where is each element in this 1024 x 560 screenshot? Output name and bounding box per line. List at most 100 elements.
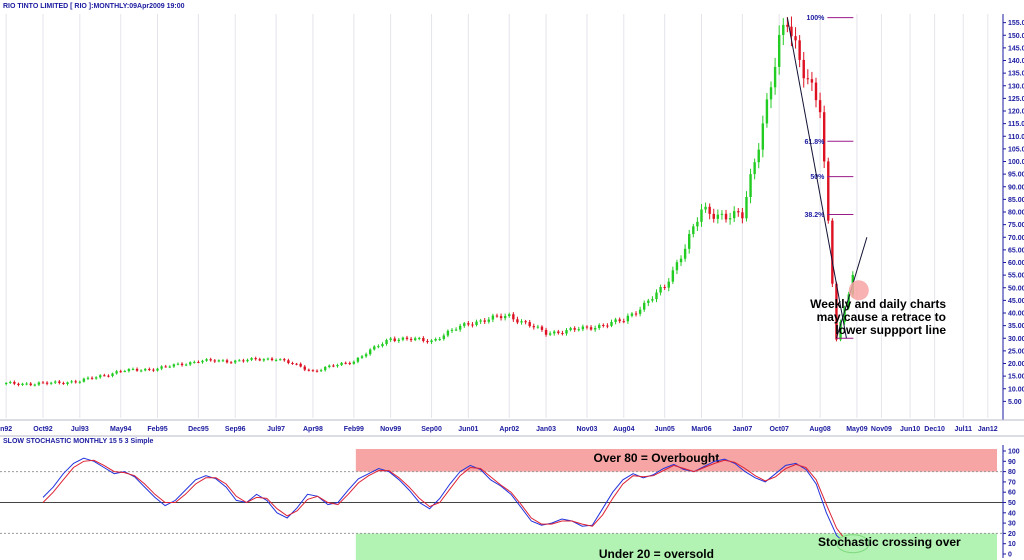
stochastic-d-line <box>42 459 858 545</box>
candle-body <box>328 365 331 368</box>
candle-body <box>283 359 286 361</box>
stochastic-tick-label: 70 <box>1008 479 1016 486</box>
candle-body <box>843 307 846 322</box>
candle-body <box>835 283 838 340</box>
candle-body <box>761 123 765 150</box>
candle-body <box>606 325 609 327</box>
candle-body <box>581 326 585 330</box>
price-tick-label: 155.00 <box>1008 20 1024 27</box>
candle-body <box>561 333 564 335</box>
candle-body <box>41 382 45 384</box>
candle-body <box>647 300 650 303</box>
candle-body <box>610 321 613 326</box>
candle-body <box>831 220 834 284</box>
x-tick-label: Dec10 <box>924 426 945 433</box>
candle-body <box>307 369 311 371</box>
candle-body <box>790 26 793 37</box>
candle-body <box>189 362 192 365</box>
candle-body <box>356 357 360 362</box>
candle-body <box>720 213 724 215</box>
candle-body <box>295 363 298 365</box>
candle-body <box>144 368 147 371</box>
candle-body <box>598 325 601 328</box>
price-tick-label: 45.00 <box>1008 298 1024 305</box>
candle-body <box>311 370 315 372</box>
price-panel: 100% 61.8% 50% 38.2% Weekly and daily charts… <box>4 15 946 387</box>
candle-body <box>238 360 241 362</box>
candle-body <box>119 371 122 373</box>
stochastic-tick-label: 20 <box>1008 531 1016 538</box>
candle-body <box>512 314 515 320</box>
x-tick-label: Mar06 <box>691 426 711 433</box>
x-tick-label: Aug08 <box>809 426 831 433</box>
candle-body <box>573 328 576 330</box>
candle-body <box>818 100 822 113</box>
price-tick-label: 80.00 <box>1008 210 1024 217</box>
candle-body <box>368 349 372 355</box>
price-tick-label: 115.00 <box>1008 121 1024 128</box>
candle-body <box>753 162 756 175</box>
price-tick-label: 65.00 <box>1008 247 1024 254</box>
retrace-highlight <box>848 280 869 301</box>
fib-level-label: 100% <box>806 15 825 22</box>
stochastic-tick-label: 90 <box>1008 459 1016 466</box>
candle-body <box>528 322 531 327</box>
overbought-label: Over 80 = Overbought <box>594 451 720 465</box>
candle-body <box>90 377 94 379</box>
candle-body <box>630 313 634 316</box>
price-annotation-line: lower suppport line <box>835 323 946 337</box>
price-tick-label: 10.00 <box>1008 386 1024 393</box>
stochastic-tick-label: 0 <box>1008 552 1012 559</box>
candle-body <box>9 381 12 383</box>
x-tick-label: Apr02 <box>499 426 519 433</box>
candle-body <box>103 375 106 377</box>
candle-body <box>565 330 568 334</box>
candle-body <box>458 325 462 330</box>
x-tick-label: Oct92 <box>33 426 53 433</box>
x-tick-label: May09 <box>846 426 868 433</box>
candle-body <box>352 361 356 364</box>
candle-body <box>246 359 249 362</box>
candle-body <box>520 321 523 323</box>
price-tick-label: 105.00 <box>1008 146 1024 153</box>
candle-body <box>381 344 384 347</box>
candle-body <box>127 368 131 372</box>
candle-body <box>426 340 429 343</box>
candle-body <box>577 329 580 331</box>
candle-body <box>618 319 621 322</box>
x-tick-label: Aug04 <box>613 426 635 433</box>
candle-body <box>405 337 409 339</box>
candle-body <box>475 321 478 326</box>
candle-body <box>442 335 446 339</box>
candle-body <box>258 359 261 361</box>
candle-body <box>438 338 441 340</box>
candle-body <box>471 324 474 326</box>
candle-body <box>74 381 77 383</box>
x-tick-label: Sep00 <box>421 426 442 433</box>
price-tick-label: 85.00 <box>1008 197 1024 204</box>
candle-body <box>385 339 388 345</box>
candle-body <box>741 212 744 219</box>
candle-body <box>569 328 572 331</box>
candle-body <box>168 366 171 368</box>
candle-body <box>643 302 646 310</box>
oversold-zone <box>355 533 998 560</box>
candle-body <box>25 383 28 385</box>
candle-body <box>270 358 274 361</box>
candle-body <box>679 258 683 263</box>
candle-body <box>626 315 630 322</box>
price-tick-label: 95.00 <box>1008 172 1024 179</box>
candle-body <box>279 359 282 361</box>
candle-body <box>467 323 470 325</box>
candle-body <box>107 375 110 377</box>
price-tick-label: 150.00 <box>1008 33 1024 40</box>
x-tick-label: Apr98 <box>303 426 323 433</box>
crossing-highlight <box>836 534 870 554</box>
candle-body <box>164 366 167 368</box>
candle-body <box>45 382 49 384</box>
candle-body <box>242 360 245 362</box>
price-tick-label: 70.00 <box>1008 235 1024 242</box>
axes: n92 Oct92 Jul93 May94 Feb95 Dec95 Sep96 Jul97 Ap… <box>0 14 1024 559</box>
candle-body <box>234 360 237 363</box>
